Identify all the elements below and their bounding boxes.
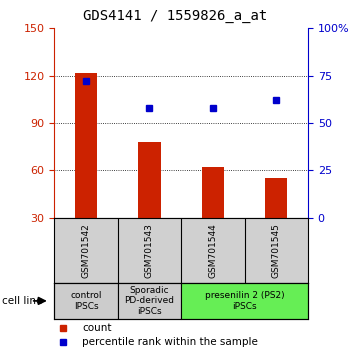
Text: GSM701544: GSM701544 (208, 223, 217, 278)
Text: GSM701543: GSM701543 (145, 223, 154, 278)
Text: cell line: cell line (2, 296, 42, 306)
Text: control
IPSCs: control IPSCs (70, 291, 102, 310)
Bar (181, 283, 308, 319)
Bar (54, 283, 118, 319)
Text: GSM701542: GSM701542 (82, 223, 90, 278)
Text: count: count (82, 323, 112, 333)
Text: Sporadic
PD-derived
iPSCs: Sporadic PD-derived iPSCs (124, 286, 174, 316)
Bar (202, 167, 224, 218)
Bar (265, 178, 287, 218)
Bar (138, 142, 161, 218)
Text: GDS4141 / 1559826_a_at: GDS4141 / 1559826_a_at (83, 9, 267, 23)
Bar (118, 283, 181, 319)
Text: presenilin 2 (PS2)
iPSCs: presenilin 2 (PS2) iPSCs (205, 291, 284, 310)
Text: GSM701545: GSM701545 (272, 223, 281, 278)
Bar (75, 73, 97, 218)
Text: percentile rank within the sample: percentile rank within the sample (82, 337, 258, 348)
